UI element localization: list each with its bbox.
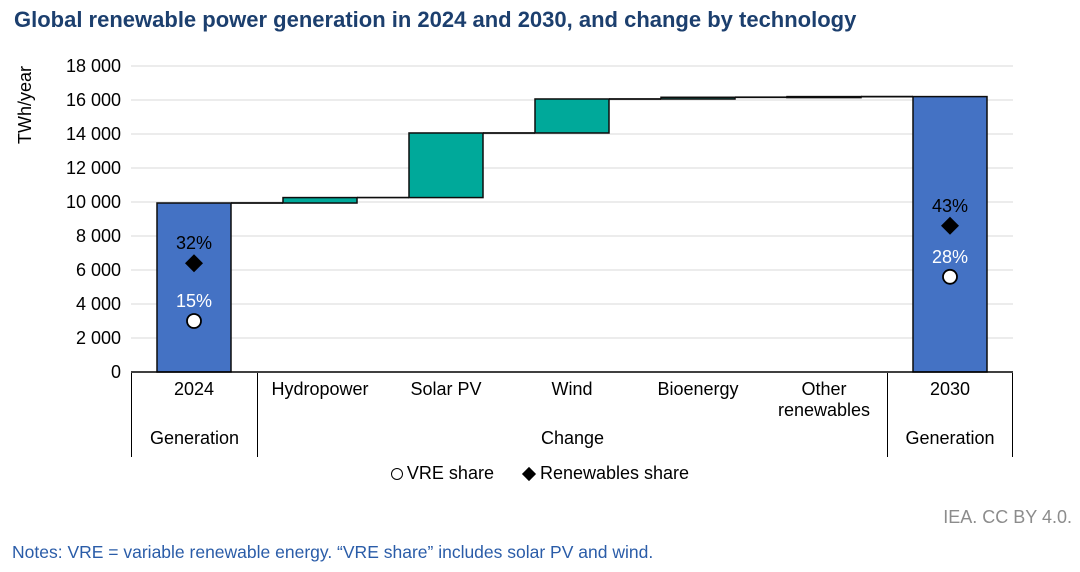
y-tick-label: 18 000 [66, 56, 121, 76]
legend-item-vre-share: VRE share [390, 463, 494, 484]
y-tick-label: 8 000 [76, 226, 121, 246]
chart-title: Global renewable power generation in 202… [14, 7, 857, 32]
axis-group-divider [257, 373, 258, 457]
marker-label-vre-share-2024: 15% [176, 291, 212, 311]
y-tick-label: 6 000 [76, 260, 121, 280]
bar-solar-pv [408, 132, 484, 199]
bar-hydropower [282, 196, 358, 204]
x-axis-label-2024: 2024 [173, 379, 215, 399]
attribution-text: IEA. CC BY 4.0. [943, 507, 1072, 527]
y-tick-label: 16 000 [66, 90, 121, 110]
x-axis-label-wind: Wind [551, 379, 593, 399]
axis-group-label-generation-2024: Generation [149, 428, 240, 448]
x-axis-labels: 2024 Hydropower Solar PV Wind Bioenergy … [131, 379, 1013, 421]
legend-label-renewables-share: Renewables share [539, 463, 690, 483]
marker-renewables-share-2030 [941, 216, 959, 235]
y-tick-label: 10 000 [66, 192, 121, 212]
marker-renewables-share-2024 [185, 254, 203, 273]
legend-item-renewables-share: Renewables share [521, 463, 690, 484]
axis-group-label-generation-2030: Generation [905, 428, 995, 448]
bar-bioenergy [660, 96, 736, 100]
marker-vre-share-2024 [186, 313, 202, 329]
circle-marker-icon [390, 467, 403, 480]
y-tick-label: 2 000 [76, 328, 121, 348]
x-axis-label-2030: 2030 [929, 379, 971, 399]
notes-text: Notes: VRE = variable renewable energy. … [12, 542, 654, 562]
y-tick-label: 12 000 [66, 158, 121, 178]
y-tick-label: 14 000 [66, 124, 121, 144]
x-axis-label-solar-pv: Solar PV [410, 379, 482, 399]
axis-group-label-change: Change [540, 428, 605, 448]
marker-label-vre-share-2030: 28% [932, 247, 968, 267]
marker-label-renewables-share-2030: 43% [932, 196, 968, 216]
y-tick-label: 4 000 [76, 294, 121, 314]
x-axis-label-bioenergy: Bioenergy [657, 379, 739, 399]
bar-2024 [156, 202, 232, 373]
axis-group-divider [887, 373, 888, 457]
x-axis-label-hydropower: Hydropower [271, 379, 369, 399]
axis-group-divider [1012, 373, 1013, 457]
y-tick-label: 0 [111, 362, 121, 382]
bar-wind [534, 98, 610, 134]
diamond-marker-icon [521, 466, 537, 481]
x-axis-label-other-renewables: Other renewables [777, 379, 871, 420]
legend-label-vre-share: VRE share [406, 463, 494, 483]
chart-legend: VRE share Renewables share [0, 463, 1080, 484]
marker-label-renewables-share-2024: 32% [176, 233, 212, 253]
axis-group-divider [131, 373, 132, 457]
marker-vre-share-2030 [942, 268, 958, 285]
bar-other-renewables [786, 95, 862, 99]
